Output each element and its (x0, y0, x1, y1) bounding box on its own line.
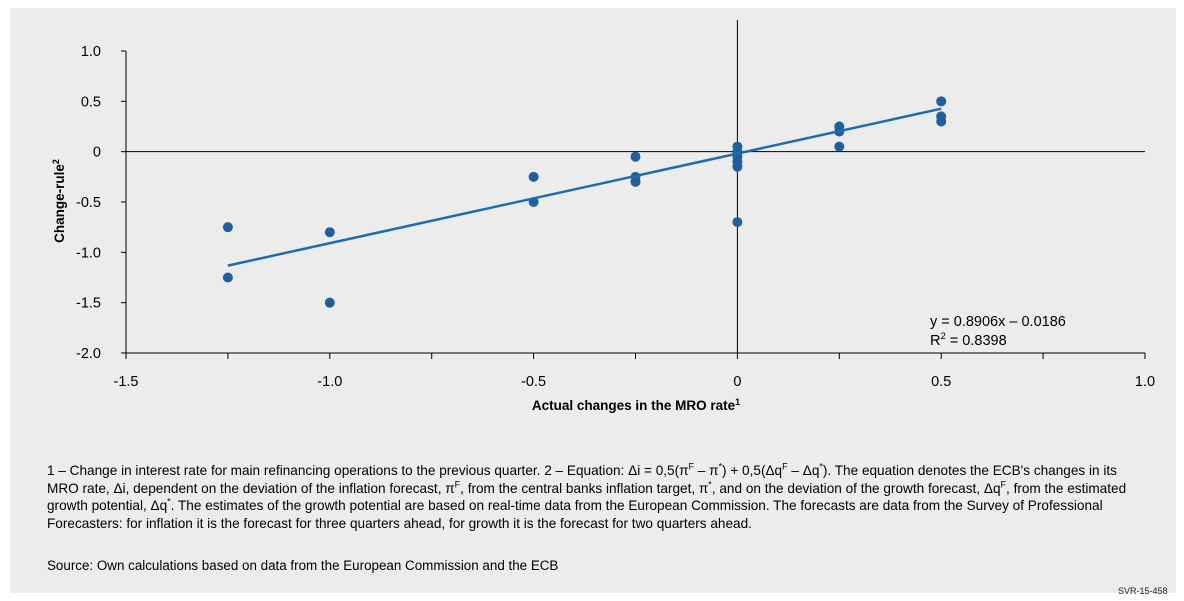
x-tick-label: -1.0 (317, 374, 342, 390)
data-point (324, 227, 335, 238)
y-tick-label: 1.0 (81, 44, 101, 60)
data-point (222, 272, 233, 283)
x-axis-title-sup: 1 (735, 397, 740, 407)
data-point (528, 171, 539, 182)
x-tick-label: -0.5 (521, 374, 546, 390)
r-squared-r: R (930, 333, 940, 349)
x-axis-title: Actual changes in the MRO rate1 (532, 397, 740, 413)
y-axis-title-sup: 2 (51, 159, 61, 164)
y-tick-label: -0.5 (76, 195, 101, 211)
r-squared-sup: 2 (940, 331, 945, 342)
data-point (324, 297, 335, 308)
y-tick-label: 0.5 (81, 94, 101, 110)
data-point (936, 116, 947, 127)
y-tick-label: -1.0 (76, 245, 101, 261)
data-point (732, 217, 743, 228)
y-tick-label: -1.5 (76, 296, 101, 312)
data-points (222, 96, 947, 308)
data-point (630, 151, 641, 162)
data-point (936, 96, 947, 107)
x-axis-title-text: Actual changes in the MRO rate (532, 398, 736, 413)
source-note: Source: Own calculations based on data f… (47, 558, 559, 573)
data-point (222, 222, 233, 233)
data-point (834, 141, 845, 152)
equation-label: y = 0.8906x – 0.0186 (930, 314, 1066, 330)
data-point (732, 161, 743, 172)
axes (121, 20, 1146, 359)
footnote: 1 – Change in interest rate for main ref… (47, 461, 1127, 531)
data-point (630, 176, 641, 187)
trendline (227, 107, 942, 267)
trendline-group (227, 107, 942, 267)
r-squared-value: = 0.8398 (946, 333, 1007, 349)
x-tick-label: 1.0 (1135, 374, 1155, 390)
x-tick-label: 0 (733, 374, 741, 390)
y-tick-label: 0 (93, 145, 101, 161)
chart-panel (10, 8, 1176, 593)
r-squared-label: R2 = 0.8398 (930, 331, 1007, 349)
y-axis-title-text: Change-rule (52, 164, 67, 243)
chart-code: SVR-15-458 (1118, 586, 1168, 596)
x-tick-label: 0.5 (931, 374, 951, 390)
x-tick-label: -1.5 (114, 374, 139, 390)
y-tick-label: -2.0 (76, 346, 101, 362)
y-axis-title: Change-rule2 (51, 159, 67, 243)
tick-labels: -2.0 -1.5 -1.0 -0.5 0 0.5 1.0 -1.5 -1.0 -0.5 0 0.5 1… (76, 44, 1155, 390)
